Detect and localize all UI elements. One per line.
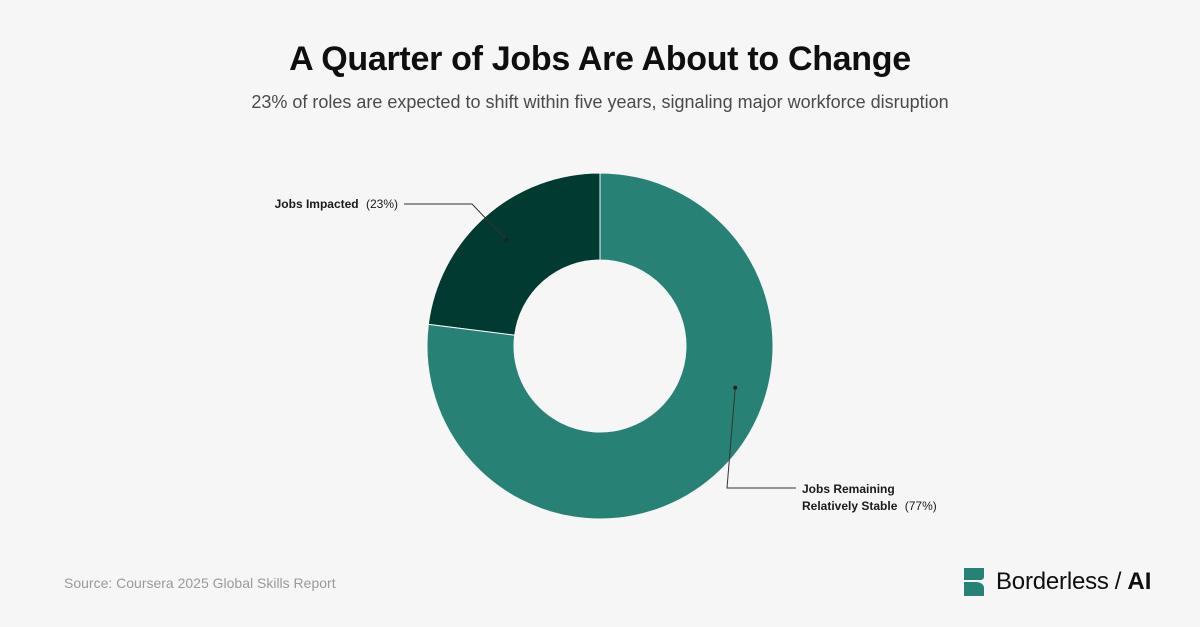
brand-separator: /: [1114, 568, 1122, 595]
slice-label-value: (23%): [366, 197, 398, 211]
leader-line-impacted: [404, 203, 507, 241]
slice-label-jobs-stable: Jobs Remaining: [802, 482, 895, 496]
brand-logo: Borderless / AI: [962, 564, 1151, 600]
brand-name: Borderless: [996, 568, 1109, 595]
donut-slice-0: [427, 172, 601, 336]
leader-lines: [404, 203, 796, 489]
source-note: Source: Coursera 2025 Global Skills Repo…: [64, 575, 336, 591]
slice-label-value: (77%): [905, 499, 937, 513]
slice-label-jobs-impacted: Jobs Impacted (23%): [275, 197, 398, 211]
slice-label-jobs-stable-line2: Relatively Stable (77%): [802, 499, 937, 513]
slice-label-name: Jobs Impacted: [275, 197, 359, 211]
leader-line-impacted-dot: [504, 237, 509, 242]
slice-label-name-line2: Relatively Stable: [802, 499, 898, 513]
donut-slices: [426, 172, 774, 520]
leader-line-stable-dot: [733, 385, 738, 390]
borderless-logo-icon: [964, 568, 984, 596]
slice-label-name-line1: Jobs Remaining: [802, 482, 895, 496]
leader-line-stable: [726, 387, 796, 489]
brand-suffix: AI: [1127, 568, 1152, 595]
chart-title: A Quarter of Jobs Are About to Change: [289, 40, 911, 78]
donut-slice-1: [426, 172, 774, 520]
chart-subtitle: 23% of roles are expected to shift withi…: [251, 92, 949, 112]
